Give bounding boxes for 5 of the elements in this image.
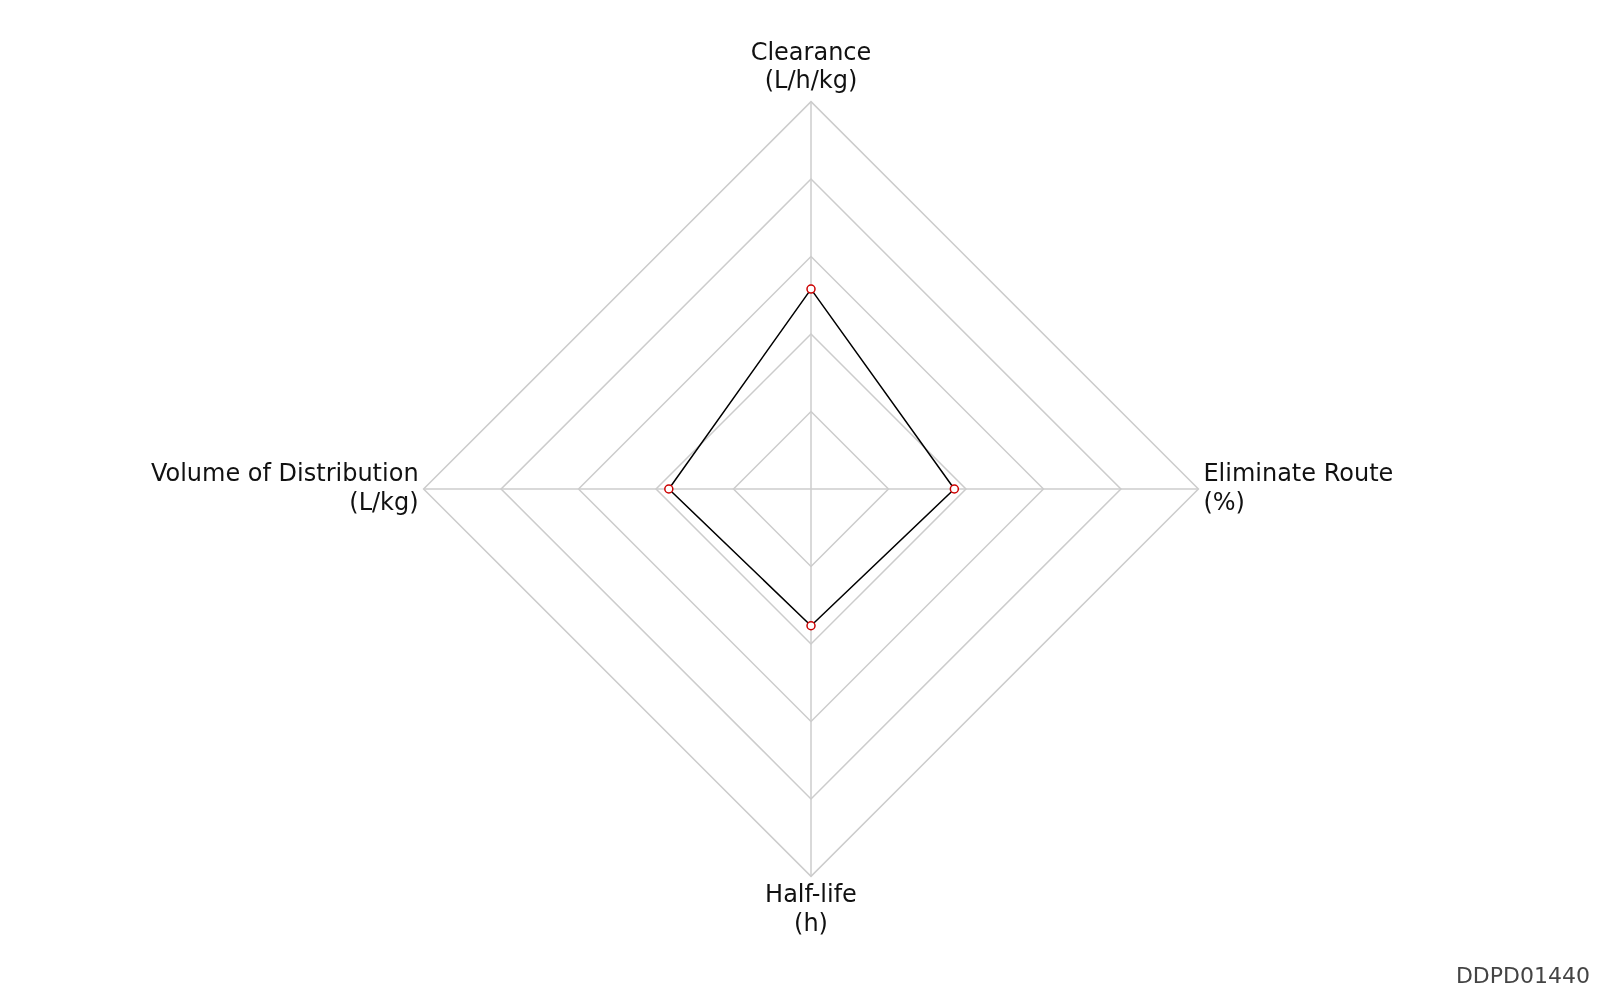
spoke-label: Clearance (L/h/kg) xyxy=(750,37,872,95)
spoke-label: Eliminate Route (%) xyxy=(1203,458,1394,516)
text: DDPD01440 xyxy=(1455,963,1590,988)
spoke-label: Volume of Distribution (L/kg) xyxy=(150,458,419,516)
spoke-label: Half-life (h) xyxy=(765,880,857,937)
